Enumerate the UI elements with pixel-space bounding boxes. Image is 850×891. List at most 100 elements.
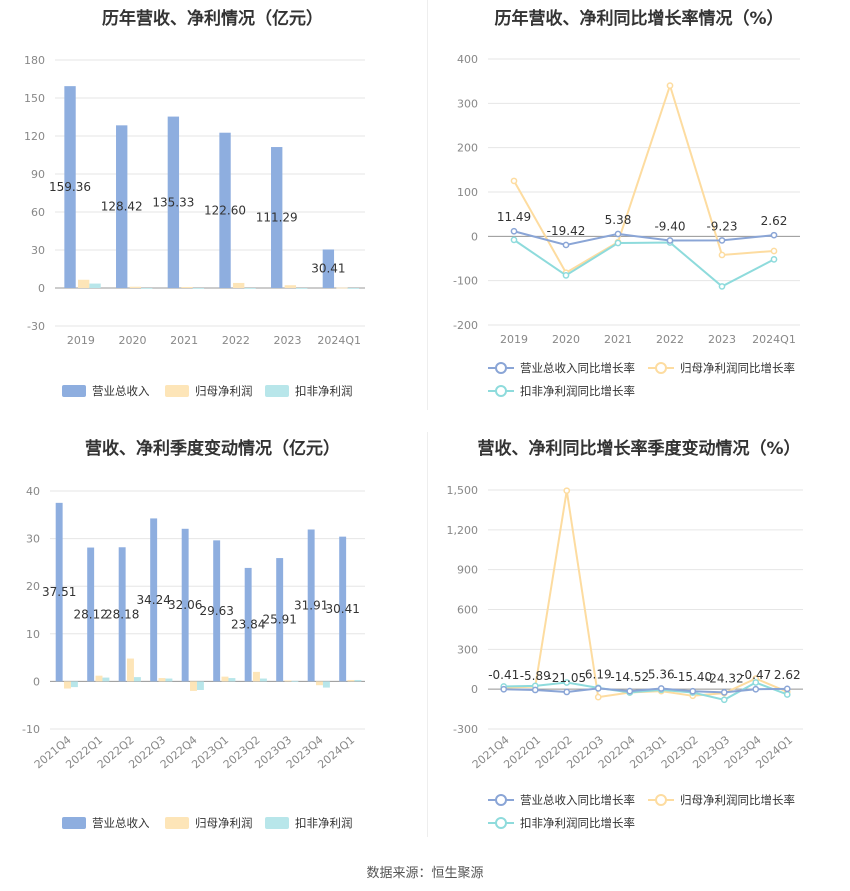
data-label: -19.42: [547, 224, 586, 238]
data-point: [718, 283, 726, 290]
legend-label: 营业总收入同比增长率: [520, 361, 635, 375]
data-label: 159.36: [49, 180, 91, 194]
bar-revenue: [181, 528, 189, 682]
data-point: [666, 82, 674, 89]
bar-revenue: [307, 529, 315, 682]
legend-label: 归母净利润同比增长率: [680, 361, 795, 375]
data-label: 28.18: [105, 607, 139, 621]
quarterly-revenue-profit-chart: 营收、净利季度变动情况（亿元） -10 0 10 20 30 40 2021Q4 2022Q1…: [0, 430, 425, 840]
data-label: -5.89: [520, 669, 551, 683]
chart-svg: -200 -100 0 100 200 300 400 2019 2020 2021 2022 202…: [453, 53, 800, 398]
chart-svg: -30 0 30 60 90 120 150 180 2019 2020 2021 2022 2023 2…: [24, 54, 365, 398]
x-tick-label: 2023: [274, 334, 302, 347]
data-point: [657, 685, 665, 692]
legend-swatch: [265, 817, 289, 829]
bar-revenue: [276, 558, 284, 682]
legend-item[interactable]: 扣非净利润同比增长率: [488, 384, 635, 398]
data-label: 111.29: [256, 211, 298, 225]
data-label: 5.36: [648, 667, 675, 681]
legend-label: 扣非净利润同比增长率: [520, 384, 635, 398]
legend-label: 归母净利润同比增长率: [680, 793, 795, 807]
legend-marker: [495, 794, 507, 806]
legend-item[interactable]: 归母净利润同比增长率: [648, 793, 795, 807]
data-label: 6.19: [585, 667, 612, 681]
bar-deducted-net-profit: [133, 677, 141, 682]
data-point: [614, 230, 622, 238]
data-label: 30.41: [311, 262, 345, 276]
data-point: [720, 689, 728, 696]
legend-label: 扣非净利润: [295, 384, 353, 398]
data-point: [666, 237, 674, 244]
y-tick-label: 1,500: [447, 484, 479, 497]
y-tick-label: 90: [31, 168, 45, 181]
bar-deducted-net-profit: [196, 681, 204, 690]
chart-svg: -100102030402021Q42022Q12022Q22022Q32022…: [22, 485, 365, 830]
legend-marker: [495, 817, 507, 829]
y-tick-label: 0: [471, 230, 478, 243]
legend-marker: [655, 362, 667, 374]
y-tick-label: 0: [33, 675, 40, 688]
data-label: 122.60: [204, 203, 246, 217]
bar-revenue: [118, 547, 126, 682]
legend-marker: [655, 794, 667, 806]
y-tick-label: -10: [22, 723, 40, 736]
legend-item[interactable]: 营业总收入同比增长率: [488, 361, 635, 375]
data-point: [562, 271, 570, 279]
x-tick-label: 2021: [170, 334, 198, 347]
bar-deducted-net-profit: [165, 678, 173, 682]
y-tick-label: 20: [26, 580, 40, 593]
bar-deducted-net-profit: [89, 283, 101, 288]
data-point: [770, 247, 778, 255]
data-label: -9.40: [654, 220, 685, 234]
data-point: [783, 691, 791, 698]
bar-parent-net-profit: [253, 671, 260, 682]
bar-parent-net-profit: [316, 681, 323, 686]
x-tick-label: 2022: [656, 333, 684, 346]
data-point: [614, 239, 622, 247]
chart-title: 营收、净利季度变动情况（亿元）: [85, 439, 340, 459]
bar-revenue: [213, 540, 221, 682]
bar-revenue: [219, 132, 231, 288]
data-point: [531, 686, 539, 694]
legend-item[interactable]: 扣非净利润: [265, 384, 353, 398]
legend-item[interactable]: 营业总收入: [62, 384, 150, 398]
data-label: 25.91: [262, 613, 296, 627]
bar-deducted-net-profit: [244, 288, 256, 289]
legend-item[interactable]: 扣非净利润同比增长率: [488, 816, 635, 830]
bar-deducted-net-profit: [347, 288, 360, 289]
data-label: -14.52: [610, 670, 649, 684]
legend-item[interactable]: 归母净利润同比增长率: [648, 361, 795, 375]
y-tick-label: 0: [471, 683, 478, 696]
legend-item[interactable]: 营业总收入同比增长率: [488, 793, 635, 807]
data-label: 135.33: [152, 195, 194, 209]
data-label: 29.63: [199, 604, 233, 618]
legend-item[interactable]: 营业总收入: [62, 816, 150, 830]
bar-deducted-net-profit: [192, 288, 205, 289]
legend-item[interactable]: 扣非净利润: [265, 816, 353, 830]
bar-parent-net-profit: [181, 286, 193, 288]
data-point: [720, 696, 728, 704]
data-label: -21.05: [547, 671, 586, 685]
y-tick-label: 400: [457, 53, 478, 66]
bar-deducted-net-profit: [141, 288, 153, 289]
legend-marker: [495, 385, 507, 397]
legend-swatch: [165, 817, 189, 829]
data-point: [752, 679, 760, 686]
annual-growth-rate-chart: 历年营收、净利同比增长率情况（%） -200 -100 0 100 200 300 400 2…: [428, 0, 850, 410]
legend-item[interactable]: 归母净利润: [165, 816, 253, 830]
data-point: [718, 237, 726, 244]
bar-revenue: [55, 502, 63, 682]
series-line: [513, 239, 775, 288]
panel-divider-top: [427, 0, 428, 410]
y-tick-label: 30: [31, 244, 45, 257]
bar-parent-net-profit: [336, 287, 348, 289]
data-point: [783, 685, 791, 693]
x-tick-label: 2021: [604, 333, 632, 346]
y-tick-label: 60: [31, 206, 45, 219]
data-point: [718, 251, 726, 259]
y-tick-label: -300: [453, 723, 478, 736]
data-point: [770, 256, 778, 263]
legend-item[interactable]: 归母净利润: [165, 384, 253, 398]
data-source-label: 数据来源：恒生聚源: [366, 866, 484, 881]
x-tick-label: 2024Q1: [317, 334, 361, 347]
